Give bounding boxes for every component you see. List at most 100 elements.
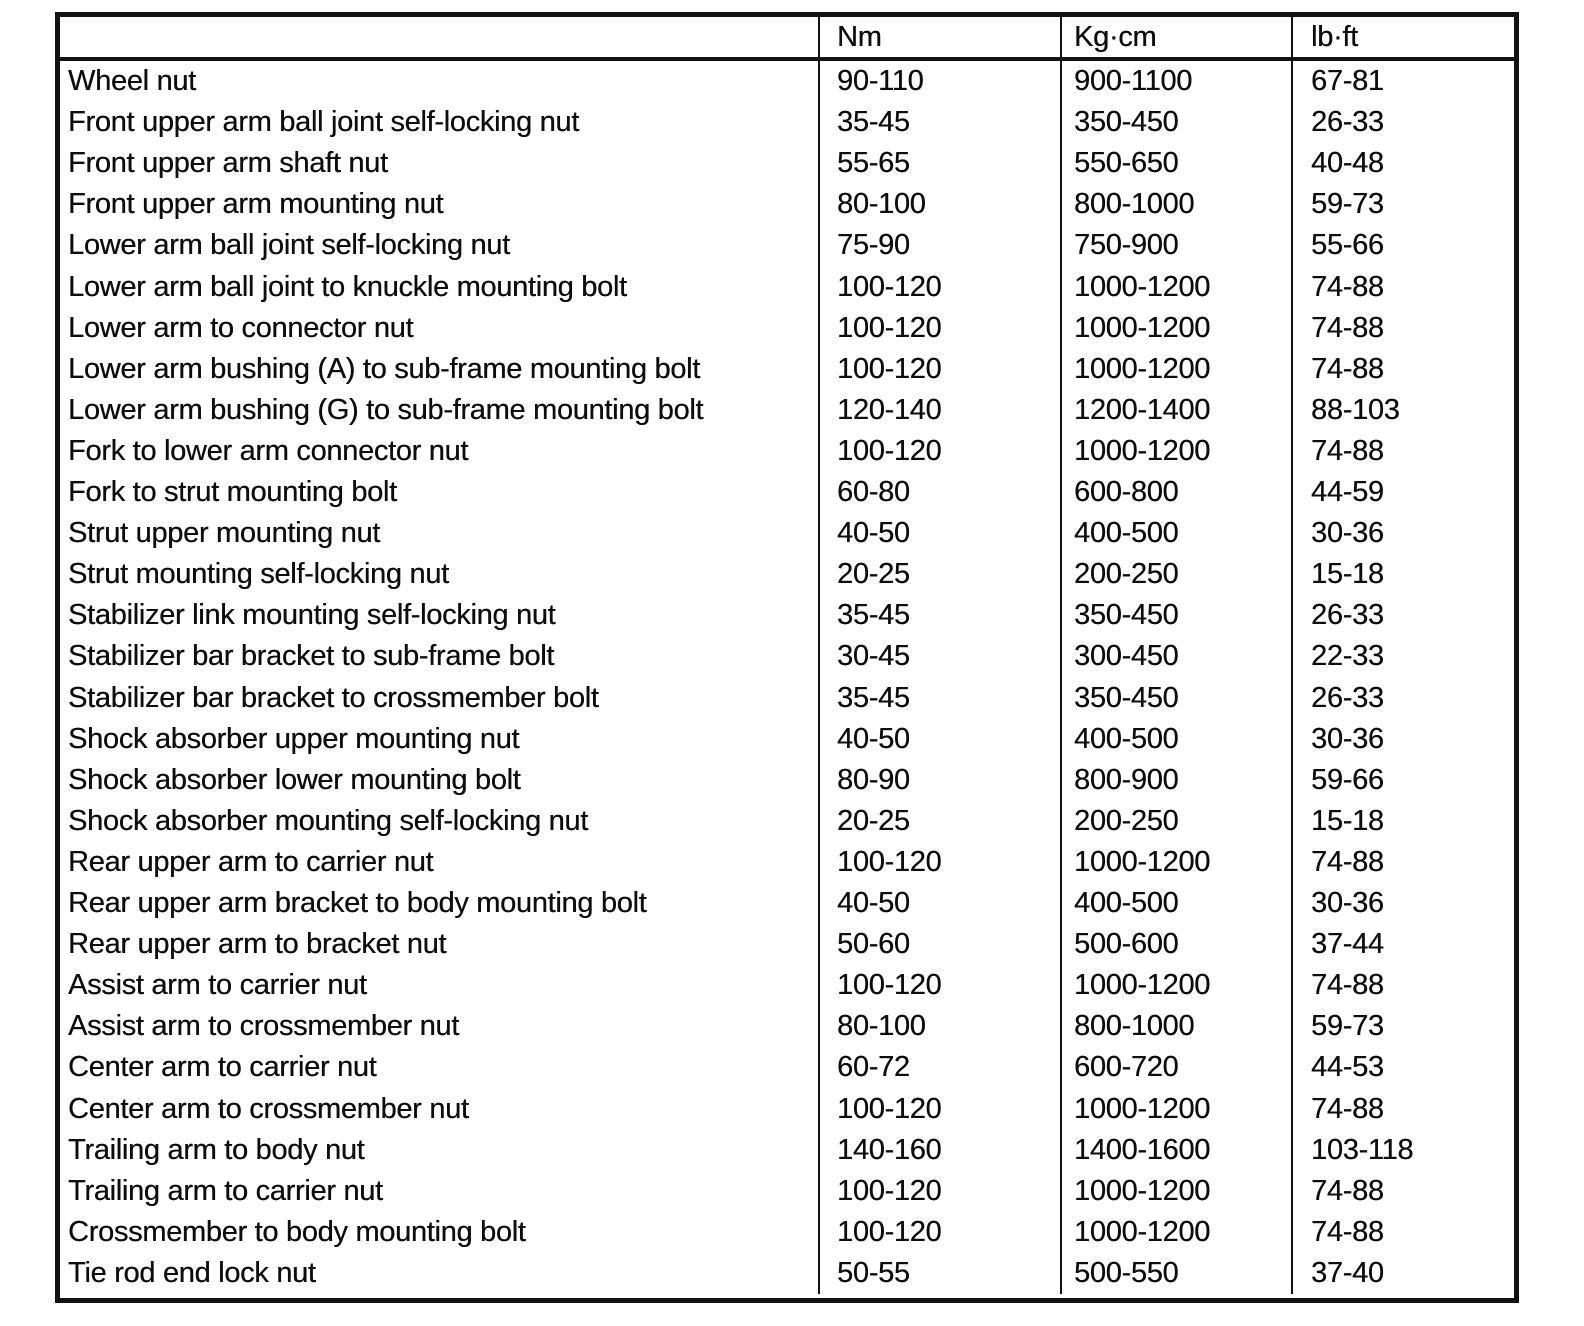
table-row: Stabilizer link mounting self-locking nu… — [60, 595, 1514, 637]
cell-lbft: 74-88 — [1291, 1211, 1514, 1253]
cell-kgcm: 1000-1200 — [1060, 841, 1291, 883]
table-row: Wheel nut 90-110 900-1100 67-81 — [60, 61, 1514, 103]
cell-component: Fork to lower arm connector nut — [68, 434, 469, 467]
cell-kgcm: 500-550 — [1060, 1252, 1291, 1294]
cell-nm: 100-120 — [818, 307, 1060, 349]
cell-component: Tie rod end lock nut — [68, 1256, 316, 1289]
cell-nm: 80-90 — [818, 759, 1060, 801]
cell-kgcm: 500-600 — [1060, 924, 1291, 966]
cell-lbft: 15-18 — [1291, 554, 1514, 596]
cell-nm: 100-120 — [818, 965, 1060, 1007]
cell-nm: 20-25 — [818, 800, 1060, 842]
cell-kgcm: 400-500 — [1060, 513, 1291, 555]
cell-lbft: 26-33 — [1291, 677, 1514, 719]
table-row: Trailing arm to body nut 140-160 1400-16… — [60, 1129, 1514, 1171]
cell-nm: 100-120 — [818, 1170, 1060, 1212]
cell-nm: 100-120 — [818, 1088, 1060, 1130]
cell-nm: 100-120 — [818, 841, 1060, 883]
cell-component: Assist arm to carrier nut — [68, 969, 367, 1002]
cell-kgcm: 350-450 — [1060, 595, 1291, 637]
cell-kgcm: 350-450 — [1060, 677, 1291, 719]
cell-kgcm: 300-450 — [1060, 636, 1291, 678]
cell-nm: 30-45 — [818, 636, 1060, 678]
table-row: Front upper arm shaft nut 55-65 550-650 … — [60, 143, 1514, 185]
table-body: Wheel nut 90-110 900-1100 67-81 Front up… — [60, 61, 1514, 1294]
table-row: Tie rod end lock nut 50-55 500-550 37-40 — [60, 1252, 1514, 1294]
cell-kgcm: 600-720 — [1060, 1047, 1291, 1089]
torque-spec-table: Nm Kg·cm lb·ft Wheel nut 90-110 900-1100… — [55, 12, 1519, 1303]
table-row: Shock absorber mounting self-locking nut… — [60, 800, 1514, 842]
cell-kgcm: 800-1000 — [1060, 184, 1291, 226]
cell-kgcm: 1000-1200 — [1060, 430, 1291, 472]
cell-nm: 80-100 — [818, 1006, 1060, 1048]
table-header-row: Nm Kg·cm lb·ft — [60, 17, 1514, 61]
cell-nm: 80-100 — [818, 184, 1060, 226]
cell-nm: 35-45 — [818, 102, 1060, 144]
cell-component: Fork to strut mounting bolt — [68, 476, 397, 509]
cell-nm: 90-110 — [818, 61, 1060, 103]
header-component-column — [60, 17, 818, 57]
table-row: Front upper arm ball joint self-locking … — [60, 102, 1514, 144]
cell-kgcm: 750-900 — [1060, 225, 1291, 267]
header-kgcm: Kg·cm — [1060, 17, 1291, 57]
table-row: Trailing arm to carrier nut 100-120 1000… — [60, 1170, 1514, 1212]
cell-component: Lower arm ball joint to knuckle mounting… — [68, 270, 627, 303]
cell-lbft: 22-33 — [1291, 636, 1514, 678]
cell-kgcm: 1200-1400 — [1060, 389, 1291, 431]
cell-component: Strut upper mounting nut — [68, 517, 380, 550]
header-lbft: lb·ft — [1291, 17, 1514, 57]
cell-kgcm: 1000-1200 — [1060, 1088, 1291, 1130]
cell-component: Center arm to carrier nut — [68, 1051, 377, 1084]
cell-lbft: 74-88 — [1291, 1088, 1514, 1130]
cell-component: Lower arm ball joint self-locking nut — [68, 229, 510, 262]
cell-lbft: 30-36 — [1291, 513, 1514, 555]
cell-kgcm: 1000-1200 — [1060, 348, 1291, 390]
cell-nm: 40-50 — [818, 718, 1060, 760]
cell-kgcm: 1000-1200 — [1060, 266, 1291, 308]
cell-lbft: 59-73 — [1291, 1006, 1514, 1048]
table-row: Center arm to crossmember nut 100-120 10… — [60, 1088, 1514, 1130]
table-row: Crossmember to body mounting bolt 100-12… — [60, 1211, 1514, 1253]
cell-component: Stabilizer bar bracket to sub-frame bolt — [68, 640, 555, 673]
cell-nm: 100-120 — [818, 266, 1060, 308]
table-row: Lower arm bushing (G) to sub-frame mount… — [60, 389, 1514, 431]
cell-kgcm: 200-250 — [1060, 554, 1291, 596]
table-row: Assist arm to crossmember nut 80-100 800… — [60, 1006, 1514, 1048]
cell-lbft: 15-18 — [1291, 800, 1514, 842]
cell-kgcm: 800-1000 — [1060, 1006, 1291, 1048]
cell-lbft: 103-118 — [1291, 1129, 1514, 1171]
table-row: Lower arm to connector nut 100-120 1000-… — [60, 307, 1514, 349]
table-row: Rear upper arm bracket to body mounting … — [60, 882, 1514, 925]
cell-kgcm: 350-450 — [1060, 102, 1291, 144]
table-row: Lower arm ball joint self-locking nut 75… — [60, 225, 1514, 267]
cell-kgcm: 1000-1200 — [1060, 1211, 1291, 1253]
header-nm: Nm — [818, 17, 1060, 57]
cell-component: Strut mounting self-locking nut — [68, 558, 449, 591]
table-row: Fork to lower arm connector nut 100-120 … — [60, 430, 1514, 472]
table-row: Lower arm ball joint to knuckle mounting… — [60, 266, 1514, 308]
cell-lbft: 37-44 — [1291, 924, 1514, 966]
cell-kgcm: 600-800 — [1060, 471, 1291, 514]
cell-nm: 50-55 — [818, 1252, 1060, 1294]
cell-component: Stabilizer link mounting self-locking nu… — [68, 599, 556, 632]
cell-component: Lower arm bushing (G) to sub-frame mount… — [68, 393, 704, 426]
cell-component: Rear upper arm to bracket nut — [68, 928, 447, 961]
cell-lbft: 74-88 — [1291, 348, 1514, 390]
cell-lbft: 44-59 — [1291, 471, 1514, 514]
cell-kgcm: 800-900 — [1060, 759, 1291, 801]
cell-kgcm: 550-650 — [1060, 143, 1291, 185]
cell-component: Front upper arm shaft nut — [68, 147, 388, 180]
cell-lbft: 88-103 — [1291, 389, 1514, 431]
cell-nm: 60-80 — [818, 471, 1060, 514]
cell-component: Front upper arm ball joint self-locking … — [68, 106, 579, 139]
cell-lbft: 30-36 — [1291, 882, 1514, 925]
cell-lbft: 74-88 — [1291, 1170, 1514, 1212]
cell-component: Stabilizer bar bracket to crossmember bo… — [68, 681, 599, 714]
cell-component: Lower arm to connector nut — [68, 311, 414, 344]
table-row: Fork to strut mounting bolt 60-80 600-80… — [60, 471, 1514, 514]
table-row: Lower arm bushing (A) to sub-frame mount… — [60, 348, 1514, 390]
cell-nm: 100-120 — [818, 348, 1060, 390]
cell-nm: 40-50 — [818, 882, 1060, 925]
cell-lbft: 55-66 — [1291, 225, 1514, 267]
cell-kgcm: 1000-1200 — [1060, 307, 1291, 349]
